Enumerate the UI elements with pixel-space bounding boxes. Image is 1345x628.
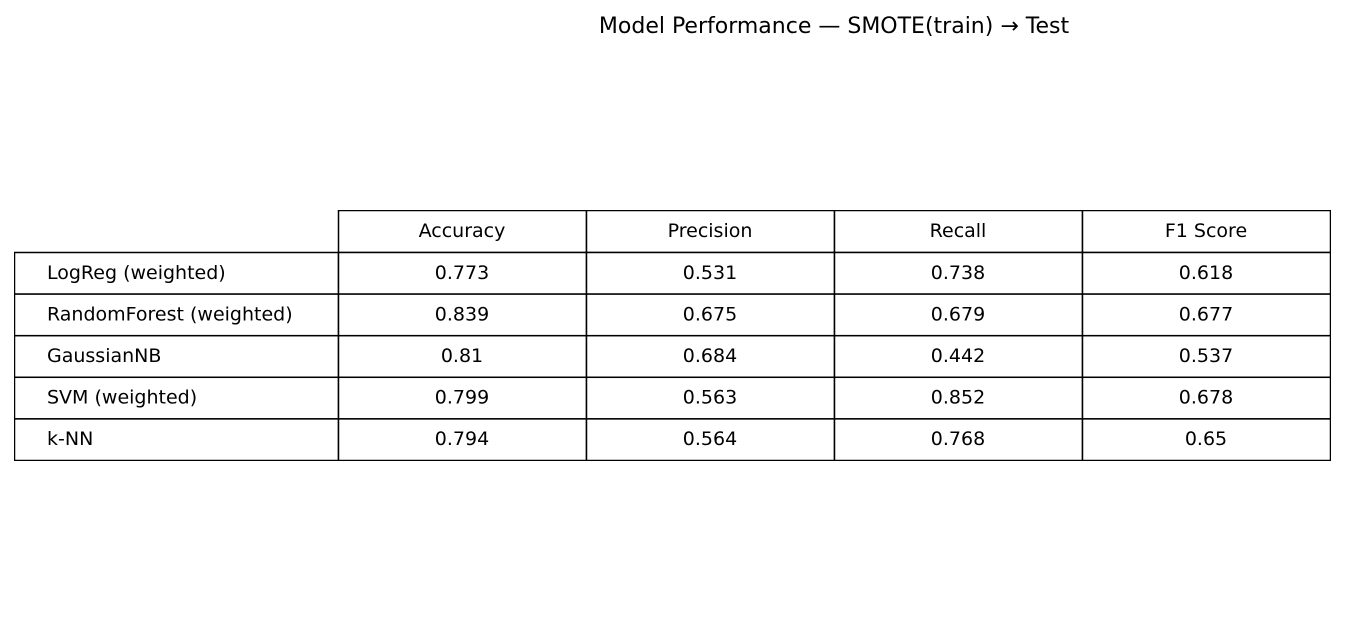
cell-value: 0.81 — [441, 345, 483, 367]
row-label-cell — [14, 418, 340, 461]
cell-value: 0.537 — [1179, 345, 1233, 367]
cell-value: 0.675 — [683, 303, 737, 325]
column-header: Accuracy — [419, 220, 506, 242]
table-cell — [1081, 418, 1331, 461]
row-label: GaussianNB — [47, 345, 161, 367]
table-cell — [337, 334, 588, 379]
performance-table: Accuracy Precision Recall F1 Score LogReg (w… — [14, 210, 1331, 461]
cell-value: 0.738 — [931, 262, 985, 284]
chart-title: Model Performance — SMOTE(train) → Test — [598, 14, 1070, 39]
table-cell — [833, 334, 1084, 379]
cell-value: 0.678 — [1179, 387, 1233, 409]
row-label: k-NN — [47, 428, 93, 450]
table-cell — [585, 418, 836, 461]
cell-value: 0.839 — [435, 303, 489, 325]
cell-value: 0.531 — [683, 262, 737, 284]
row-label-cell — [14, 293, 340, 337]
cell-value: 0.852 — [931, 387, 985, 409]
column-header-cell — [585, 210, 836, 254]
table-cell — [337, 376, 588, 420]
table-cell — [585, 293, 836, 337]
cell-value: 0.564 — [683, 428, 737, 450]
column-header: F1 Score — [1165, 220, 1247, 242]
table-cell — [1081, 334, 1331, 379]
cell-value: 0.794 — [435, 428, 489, 450]
cell-value: 0.65 — [1185, 428, 1227, 450]
table-cell — [833, 376, 1084, 420]
table-cell — [833, 251, 1084, 295]
column-header: Precision — [668, 220, 753, 242]
table-cell — [585, 334, 836, 379]
cell-value: 0.563 — [683, 387, 737, 409]
column-header: Recall — [930, 220, 987, 242]
row-label: SVM (weighted) — [47, 387, 197, 409]
cell-value: 0.442 — [931, 345, 985, 367]
cell-value: 0.768 — [931, 428, 985, 450]
row-label-cell — [14, 376, 340, 420]
cell-value: 0.618 — [1179, 262, 1233, 284]
table-cell — [337, 251, 588, 295]
cell-value: 0.679 — [931, 303, 985, 325]
cell-value: 0.684 — [683, 345, 737, 367]
row-label: LogReg (weighted) — [47, 262, 226, 284]
cell-value: 0.677 — [1179, 303, 1233, 325]
column-header-cell — [1081, 210, 1331, 254]
column-header-cell — [833, 210, 1084, 254]
table-cell — [1081, 293, 1331, 337]
table-cell — [585, 376, 836, 420]
column-header-cell — [337, 210, 588, 254]
row-label: RandomForest (weighted) — [47, 303, 293, 325]
table-cell — [1081, 376, 1331, 420]
table-cell — [833, 418, 1084, 461]
cell-value: 0.773 — [435, 262, 489, 284]
cell-value: 0.799 — [435, 387, 489, 409]
